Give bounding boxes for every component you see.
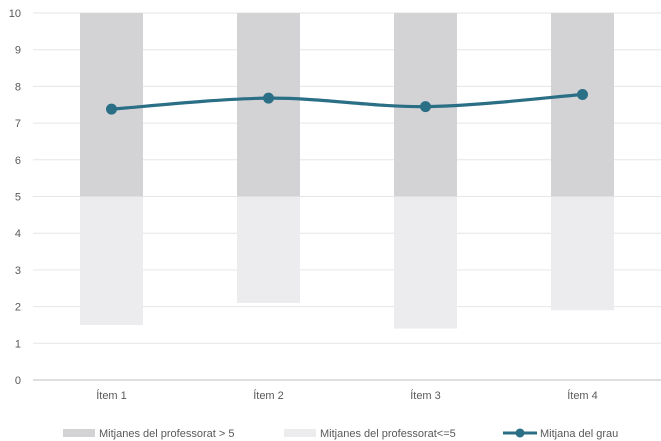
mean-line — [109, 92, 585, 111]
bar-series-2-item-4 — [551, 196, 614, 311]
bar-series-2-item-1 — [80, 196, 143, 325]
bar-series-2-item-3 — [394, 196, 457, 329]
y-tick-label: 5 — [15, 192, 21, 204]
mean-point-item-4 — [577, 88, 588, 100]
x-axis-ticks: Ítem 1 Ítem 2 Ítem 3 Ítem 4 — [96, 389, 598, 402]
legend-swatch-1 — [63, 429, 95, 437]
bar-series-1-item-2 — [237, 13, 300, 197]
x-tick-label: Ítem 1 — [96, 389, 127, 402]
y-tick-label: 7 — [15, 118, 21, 130]
legend: Mitjanes del professorat > 5 Mitjanes del… — [63, 428, 618, 440]
y-tick-label: 8 — [15, 81, 21, 93]
y-axis-ticks: 0 1 2 3 4 5 6 7 8 9 10 — [9, 8, 21, 387]
bar-series-1-item-4 — [551, 13, 614, 197]
legend-swatch-marker — [515, 428, 525, 438]
y-tick-label: 3 — [15, 265, 21, 277]
y-tick-label: 0 — [15, 375, 21, 387]
x-tick-label: Ítem 3 — [410, 389, 441, 402]
mean-point-item-1 — [106, 103, 117, 115]
line-series — [106, 88, 588, 115]
y-tick-label: 2 — [15, 302, 21, 314]
y-tick-label: 9 — [15, 45, 21, 57]
x-tick-label: Ítem 4 — [567, 389, 598, 402]
bar-series-2-item-2 — [237, 196, 300, 303]
y-tick-label: 6 — [15, 155, 21, 167]
x-tick-label: Ítem 2 — [253, 389, 284, 402]
legend-swatch-2 — [284, 429, 316, 437]
y-tick-label: 1 — [15, 338, 21, 350]
legend-label-1: Mitjanes del professorat > 5 — [99, 428, 234, 440]
mean-point-item-2 — [263, 92, 274, 104]
legend-label-3: Mitjana del grau — [540, 428, 618, 440]
y-tick-label: 10 — [9, 8, 21, 20]
legend-label-2: Mitjanes del professorat<=5 — [320, 428, 456, 440]
bars — [80, 13, 614, 329]
mean-point-item-3 — [420, 101, 431, 113]
y-tick-label: 4 — [15, 228, 21, 240]
